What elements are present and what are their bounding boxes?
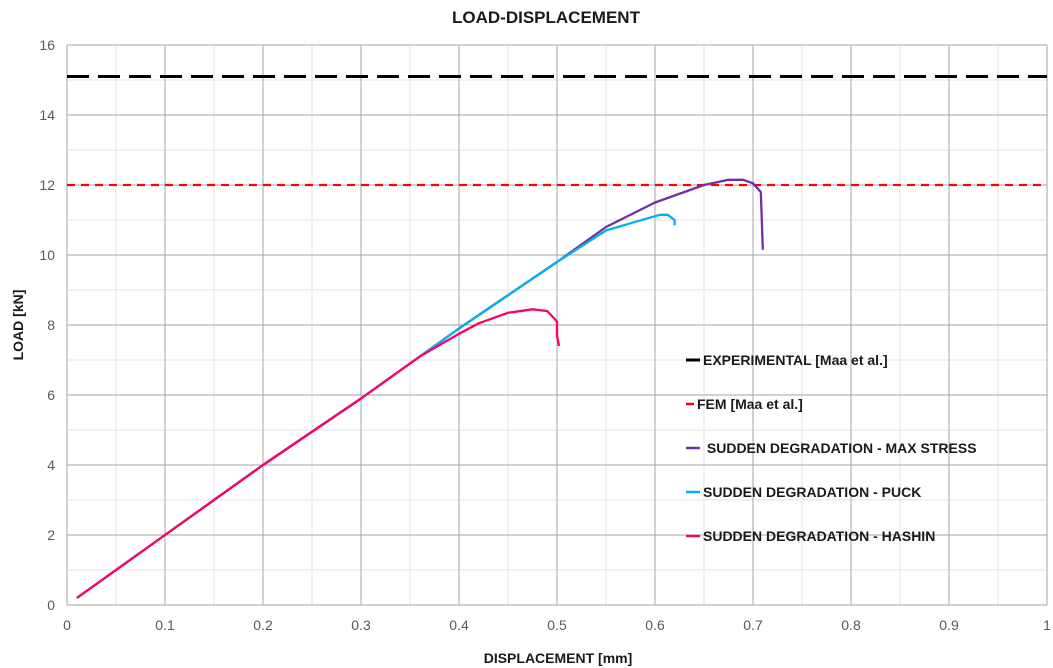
y-tick-label: 0 (47, 597, 55, 613)
legend-label: SUDDEN DEGRADATION - HASHIN (703, 528, 935, 544)
y-tick-label: 4 (47, 457, 55, 473)
y-tick-label: 8 (47, 317, 55, 333)
legend-label: FEM [Maa et al.] (697, 396, 803, 412)
y-tick-label: 6 (47, 387, 55, 403)
x-tick-label: 0.4 (449, 617, 469, 633)
x-tick-label: 0.6 (645, 617, 665, 633)
series-line-5 (76, 308, 561, 599)
series-line-4 (76, 213, 676, 599)
x-tick-label: 0.9 (939, 617, 959, 633)
x-tick-label: 0.7 (743, 617, 763, 633)
y-tick-label: 14 (39, 107, 55, 123)
legend-label: SUDDEN DEGRADATION - MAX STRESS (703, 440, 977, 456)
x-axis-title: DISPLACEMENT [mm] (484, 650, 633, 666)
y-tick-labels: 0 2 4 6 8 10 12 14 16 (39, 37, 55, 613)
y-tick-label: 12 (39, 177, 55, 193)
grid (66, 44, 1048, 606)
y-axis-title: LOAD [kN] (10, 290, 26, 361)
y-tick-label: 16 (39, 37, 55, 53)
series-lines (67, 75, 1047, 599)
chart-title: LOAD-DISPLACEMENT (452, 8, 641, 27)
y-tick-label: 10 (39, 247, 55, 263)
x-tick-labels: 0 0.1 0.2 0.3 0.4 0.5 0.6 0.7 0.8 0.9 1 (63, 617, 1051, 633)
legend-label: EXPERIMENTAL [Maa et al.] (703, 352, 888, 368)
x-tick-label: 0 (63, 617, 71, 633)
x-tick-label: 0.3 (351, 617, 371, 633)
legend-label: SUDDEN DEGRADATION - PUCK (703, 484, 921, 500)
x-tick-label: 0.5 (547, 617, 567, 633)
y-tick-label: 2 (47, 527, 55, 543)
x-tick-label: 0.8 (841, 617, 861, 633)
x-tick-label: 0.2 (253, 617, 273, 633)
legend: EXPERIMENTAL [Maa et al.] FEM [Maa et al.… (686, 352, 977, 544)
x-tick-label: 1 (1043, 617, 1051, 633)
x-tick-label: 0.1 (155, 617, 175, 633)
